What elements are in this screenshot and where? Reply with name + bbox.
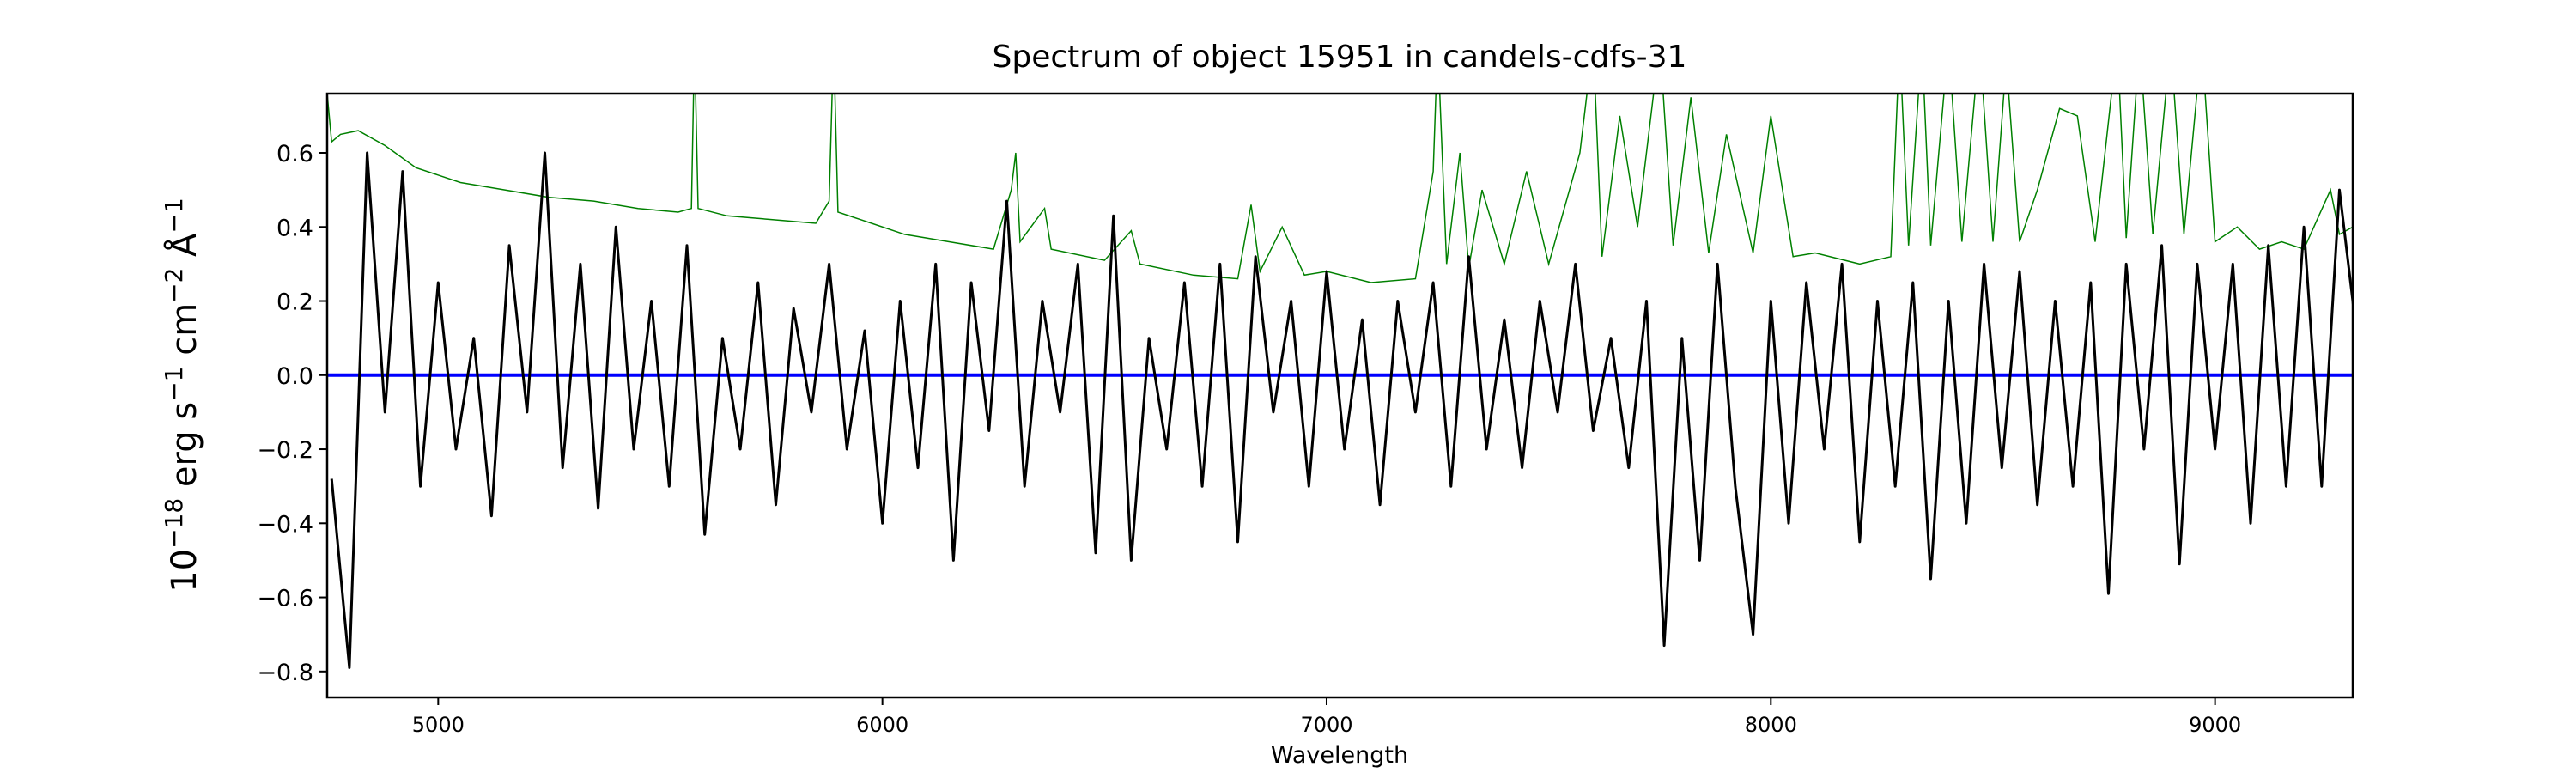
- y-axis: 0.6 0.4 0.2 0.0 −0.2 −0.4 −0.6 −0.8: [257, 141, 327, 686]
- y-tick-label: −0.8: [257, 660, 313, 686]
- x-tick-label: 9000: [2189, 713, 2241, 737]
- y-tick-label: −0.4: [257, 511, 313, 538]
- y-axis-label: 10−18 erg s−1 cm−2 Å−1: [160, 198, 204, 593]
- y-tick-label: 0.0: [276, 363, 313, 390]
- plot-area: [327, 94, 2353, 669]
- y-label-unit: erg s: [165, 402, 204, 498]
- y-label-unit: cm: [165, 303, 204, 367]
- chart-title: Spectrum of object 15951 in candels-cdfs…: [993, 40, 1687, 75]
- x-axis: 5000 6000 7000 8000 9000: [412, 697, 2241, 737]
- y-tick-label: −0.6: [257, 586, 313, 612]
- y-tick-label: 0.6: [276, 141, 313, 167]
- y-tick-label: −0.2: [257, 437, 313, 464]
- x-axis-label: Wavelength: [1271, 742, 1408, 769]
- y-tick-label: 0.4: [276, 215, 313, 241]
- y-label-exp: −2: [160, 268, 188, 303]
- y-tick-label: 0.2: [276, 289, 313, 316]
- y-label-exp: −1: [160, 198, 188, 233]
- x-tick-label: 6000: [856, 713, 908, 737]
- axes-frame: [325, 92, 2354, 699]
- y-label-exp: −18: [160, 498, 188, 549]
- flux-spectrum-line: [330, 151, 2353, 669]
- y-label-exp: −1: [160, 367, 188, 402]
- y-label-base: 10: [165, 549, 204, 593]
- y-label-unit: Å: [163, 233, 204, 268]
- error-spectrum-line: [327, 94, 2353, 283]
- x-tick-label: 8000: [1745, 713, 1797, 737]
- x-tick-label: 5000: [412, 713, 465, 737]
- x-tick-label: 7000: [1300, 713, 1352, 737]
